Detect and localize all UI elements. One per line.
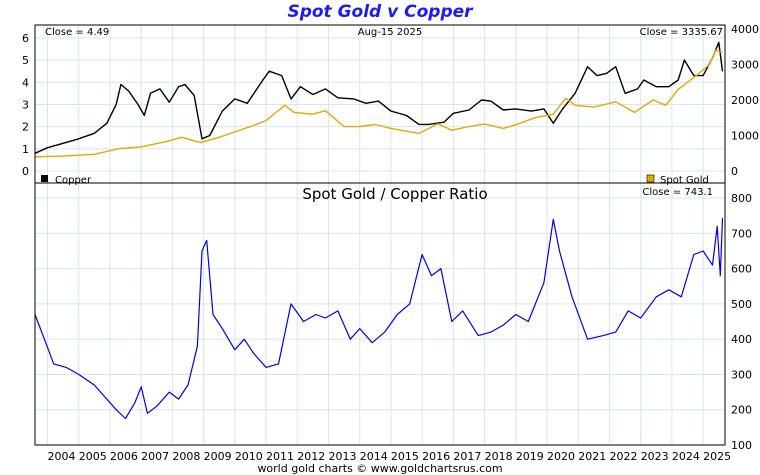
x-tick-label: 2020 [547,450,575,463]
y-left-tick-label: 5 [22,54,29,67]
x-tick-label: 2004 [47,450,75,463]
x-tick-label: 2005 [79,450,107,463]
x-tick-label: 2006 [110,450,138,463]
x-tick-label: 2010 [235,450,263,463]
legend-swatch-copper [41,175,48,182]
right-close-note: Close = 3335.67 [640,27,723,38]
y-left-tick-label: 4 [22,76,29,89]
x-tick-label: 2017 [453,450,481,463]
y-right-tick-label: 1000 [731,130,759,143]
legend-label-copper: Copper [55,175,92,186]
ratio-tick-label: 400 [731,333,752,346]
lower-panel-frame [34,182,726,446]
x-tick-label: 2021 [578,450,606,463]
x-tick-label: 2011 [266,450,294,463]
y-left-tick-label: 1 [22,143,29,156]
legend-label-gold: Spot Gold [660,175,709,186]
y-left-tick-label: 6 [22,32,29,45]
x-tick-label: 2019 [516,450,544,463]
x-tick-label: 2016 [422,450,450,463]
x-tick-label: 2023 [641,450,669,463]
series-line-spot-gold [34,49,723,158]
legend-swatch-gold [646,174,655,183]
series-line-copper [34,41,724,154]
chart-title: Spot Gold v Copper [287,2,473,22]
x-tick-label: 2008 [172,450,200,463]
ratio-panel-title: Spot Gold / Copper Ratio [302,185,487,203]
ratio-tick-label: 600 [731,263,752,276]
x-tick-label: 2025 [703,450,731,463]
y-right-tick-label: 3000 [731,59,759,72]
x-tick-label: 2012 [297,450,325,463]
y-right-tick-label: 0 [731,165,738,178]
y-right-tick-label: 2000 [731,94,759,107]
x-tick-label: 2009 [204,450,232,463]
ratio-close-note: Close = 743.1 [642,187,713,198]
x-tick-label: 2014 [360,450,388,463]
date-label: Aug-15 2025 [358,27,423,38]
x-tick-label: 2015 [391,450,419,463]
x-tick-label: 2007 [141,450,169,463]
ratio-tick-label: 800 [731,192,752,205]
ratio-tick-label: 200 [731,404,752,417]
y-left-tick-label: 0 [22,165,29,178]
ratio-line [34,218,724,420]
footer-credit: world gold charts © www.goldchartsrus.co… [257,462,503,475]
ratio-tick-label: 100 [731,439,752,452]
x-tick-label: 2013 [328,450,356,463]
y-left-tick-label: 2 [22,121,29,134]
x-tick-label: 2018 [485,450,513,463]
y-left-tick-label: 3 [22,98,29,111]
y-right-tick-label: 4000 [731,23,759,36]
ratio-tick-label: 700 [731,227,752,240]
left-close-note: Close = 4.49 [45,27,109,38]
ratio-tick-label: 300 [731,368,752,381]
x-tick-label: 2022 [609,450,637,463]
x-tick-label: 2024 [672,450,700,463]
ratio-tick-label: 500 [731,298,752,311]
